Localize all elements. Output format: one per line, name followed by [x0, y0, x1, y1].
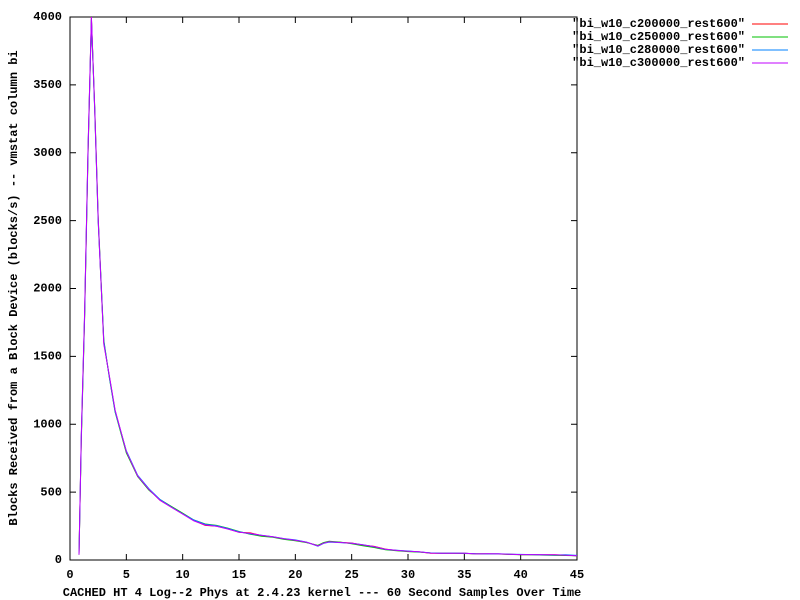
plot-frame [69, 16, 578, 561]
legend-label: "bi_w10_c280000_rest600" [572, 43, 745, 57]
x-tick-label: 45 [570, 568, 584, 582]
data-line [78, 19, 578, 557]
legend-label: "bi_w10_c300000_rest600" [572, 56, 745, 70]
y-tick-label: 0 [55, 553, 62, 567]
y-tick-label: 500 [40, 485, 62, 499]
x-tick-label: 30 [401, 568, 415, 582]
y-tick-label: 2500 [33, 214, 62, 228]
y-tick-label: 4000 [33, 10, 62, 24]
x-tick-label: 40 [513, 568, 527, 582]
data-line [78, 16, 578, 557]
x-axis-label: CACHED HT 4 Log--2 Phys at 2.4.23 kernel… [63, 586, 581, 600]
y-tick-label: 3500 [33, 78, 62, 92]
y-tick-label: 3000 [33, 146, 62, 160]
x-tick-label: 35 [457, 568, 471, 582]
x-tick-label: 5 [123, 568, 130, 582]
data-line [78, 18, 578, 556]
x-tick-label: 25 [344, 568, 358, 582]
y-tick-label: 2000 [33, 282, 62, 296]
legend-label: "bi_w10_c250000_rest600" [572, 30, 745, 44]
x-tick-label: 15 [232, 568, 246, 582]
x-tick-label: 20 [288, 568, 302, 582]
y-tick-label: 1000 [33, 417, 62, 431]
legend-label: "bi_w10_c200000_rest600" [572, 17, 745, 31]
x-tick-label: 10 [175, 568, 189, 582]
x-tick-label: 0 [66, 568, 73, 582]
y-tick-label: 1500 [33, 350, 62, 364]
y-axis-label: Blocks Received from a Block Device (blo… [7, 50, 21, 525]
data-line [78, 16, 578, 557]
